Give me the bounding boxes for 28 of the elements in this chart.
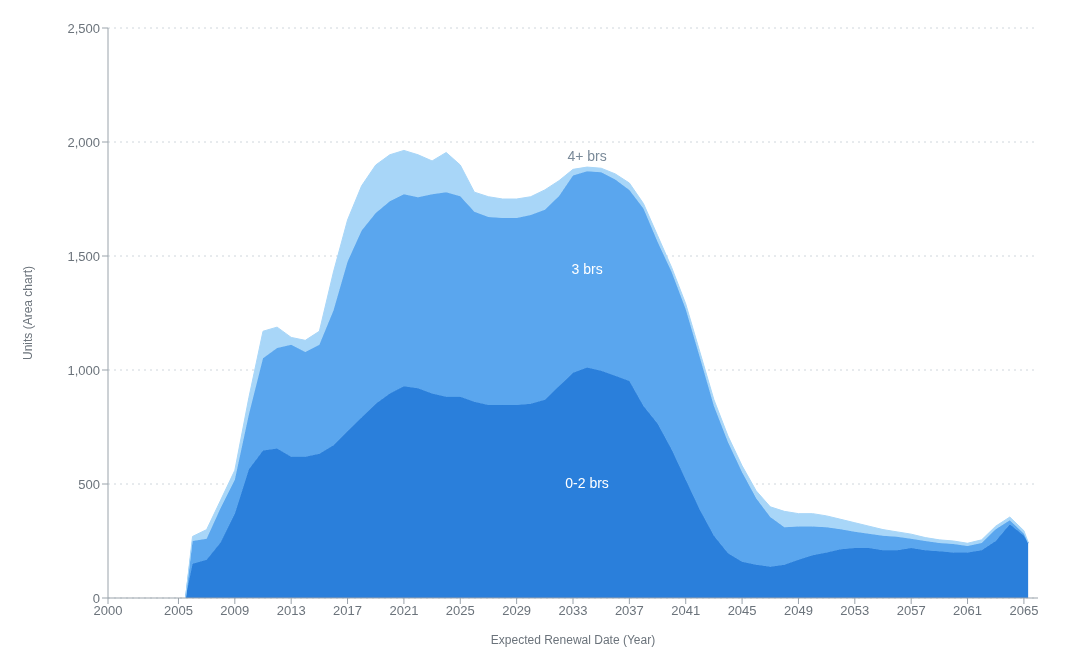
x-tick-label: 2037 [614,603,644,619]
x-tick-label: 2013 [276,603,306,619]
x-tick-label: 2017 [333,603,363,619]
y-tick-label: 1,000 [67,362,100,378]
x-tick-label: 2025 [445,603,475,619]
y-axis-title: Units (Area chart) [21,265,36,361]
y-tick-label: 2,500 [67,20,100,36]
y-tick-label: 2,000 [67,134,100,150]
x-tick-label: 2053 [840,603,870,619]
series-label: 0-2 brs [565,474,609,491]
x-tick-label: 2045 [727,603,757,619]
y-tick-label: 1,500 [67,248,100,264]
x-tick-label: 2000 [93,603,123,619]
x-tick-label: 2009 [220,603,250,619]
x-tick-label: 2057 [896,603,926,619]
x-tick-label: 2041 [671,603,701,619]
x-tick-label: 2005 [163,603,193,619]
x-tick-label: 2033 [558,603,588,619]
x-tick-label: 2065 [1009,603,1039,619]
series-label: 4+ brs [567,148,607,165]
x-tick-label: 2049 [783,603,813,619]
x-tick-label: 2061 [953,603,983,619]
x-tick-label: 2021 [389,603,419,619]
y-tick-label: 0 [92,590,100,606]
x-axis-title: Expected Renewal Date (Year) [490,633,656,647]
y-tick-label: 500 [78,476,100,492]
series-label: 3 brs [571,261,603,278]
x-tick-label: 2029 [502,603,532,619]
